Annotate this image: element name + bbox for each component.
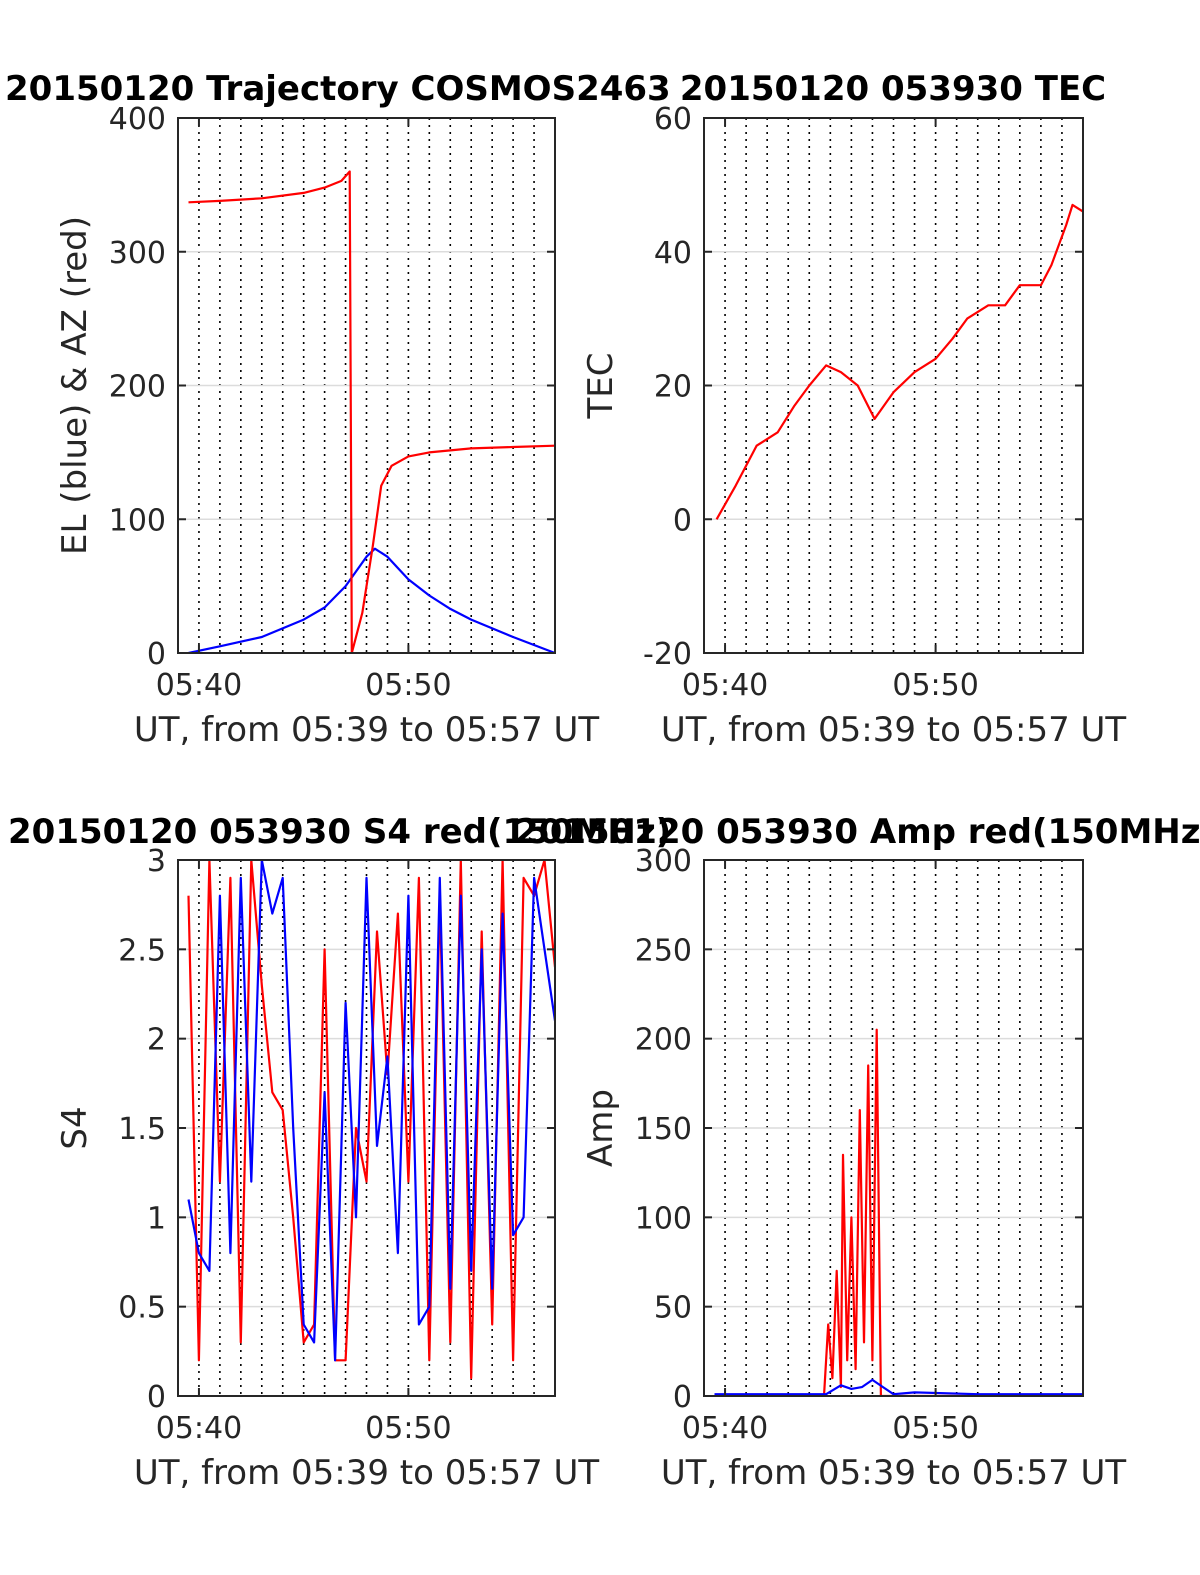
trajectory-y-tick-label: 400 [109,102,166,137]
tec-chart-title: 20150120 053930 TEC [680,69,1106,109]
amp-y-tick-label: 50 [654,1291,692,1326]
s4-y-axis-label: S4 [55,1106,95,1149]
tec-y-tick-label: 0 [673,503,692,538]
amp-grid [703,859,1084,1397]
trajectory-y-tick-label: 200 [109,370,166,405]
s4-y-tick-label: 2 [147,1023,166,1058]
tec-x-tick-label: 05:40 [682,668,768,703]
amp-y-tick-label: 300 [635,844,692,879]
trajectory-y-tick-label: 0 [147,637,166,672]
trajectory-chart-title: 20150120 Trajectory COSMOS2463 [5,69,671,109]
s4-x-tick-label: 05:50 [365,1411,451,1446]
tec-x-axis-label: UT, from 05:39 to 05:57 UT [661,710,1127,750]
amp-series-0-line [714,1028,1083,1396]
tec-y-tick-label: 60 [654,102,692,137]
trajectory-y-axis-label: EL (blue) & AZ (red) [55,216,95,555]
amp-x-tick-label: 05:50 [892,1411,978,1446]
panel-trajectory: 0 100 200 300 400 05:40 05:50 UT, from 05:39 to… [5,69,671,750]
trajectory-x-axis-label: UT, from 05:39 to 05:57 UT [134,710,600,750]
trajectory-x-tick-label: 05:40 [156,668,242,703]
trajectory-series-1-line [188,170,555,653]
amp-chart-title: 20150120 053930 Amp red(150MHz) [515,812,1200,852]
amp-x-tick-label: 05:40 [682,1411,768,1446]
s4-y-tick-label: 3 [147,844,166,879]
s4-chart-title: 20150120 053930 S4 red(150MHz) [8,812,671,852]
tec-x-tick-label: 05:50 [892,668,978,703]
s4-y-tick-label: 1 [147,1201,166,1236]
s4-x-axis-label: UT, from 05:39 to 05:57 UT [134,1453,600,1493]
tec-y-tick-label: 20 [654,370,692,405]
s4-y-tick-label: 0 [147,1380,166,1415]
amp-y-tick-label: 150 [635,1112,692,1147]
tec-y-axis-label: TEC [581,353,621,420]
panel-tec: -20 0 20 40 60 05:40 05:50 UT, from 05:39 to 05… [581,69,1126,750]
tec-series-0-line [715,203,1083,520]
amp-y-axis-label: Amp [581,1089,621,1167]
tec-y-tick-label: 40 [654,236,692,271]
s4-x-tick-label: 05:40 [156,1411,242,1446]
s4-series-1-line [187,860,555,1362]
trajectory-series-0-line [188,547,555,653]
panel-s4: 0 0.5 1 1.5 2 2.5 3 05:40 05:50 UT, from 05:39 to… [8,812,671,1493]
trajectory-y-tick-label: 300 [109,236,166,271]
s4-y-tick-label: 0.5 [118,1291,166,1326]
amp-y-tick-label: 250 [635,933,692,968]
s4-y-tick-label: 1.5 [118,1112,166,1147]
panel-amp: 0 50 100 150 200 250 300 05:40 05:50 UT, from 05:… [515,812,1200,1493]
amp-y-tick-label: 100 [635,1201,692,1236]
amp-x-axis-label: UT, from 05:39 to 05:57 UT [661,1453,1127,1493]
tec-y-tick-label: -20 [643,637,692,672]
s4-y-tick-label: 2.5 [118,933,166,968]
amp-y-tick-label: 0 [673,1380,692,1415]
trajectory-y-tick-label: 100 [109,503,166,538]
amp-y-tick-label: 200 [635,1023,692,1058]
trajectory-x-tick-label: 05:50 [365,668,451,703]
